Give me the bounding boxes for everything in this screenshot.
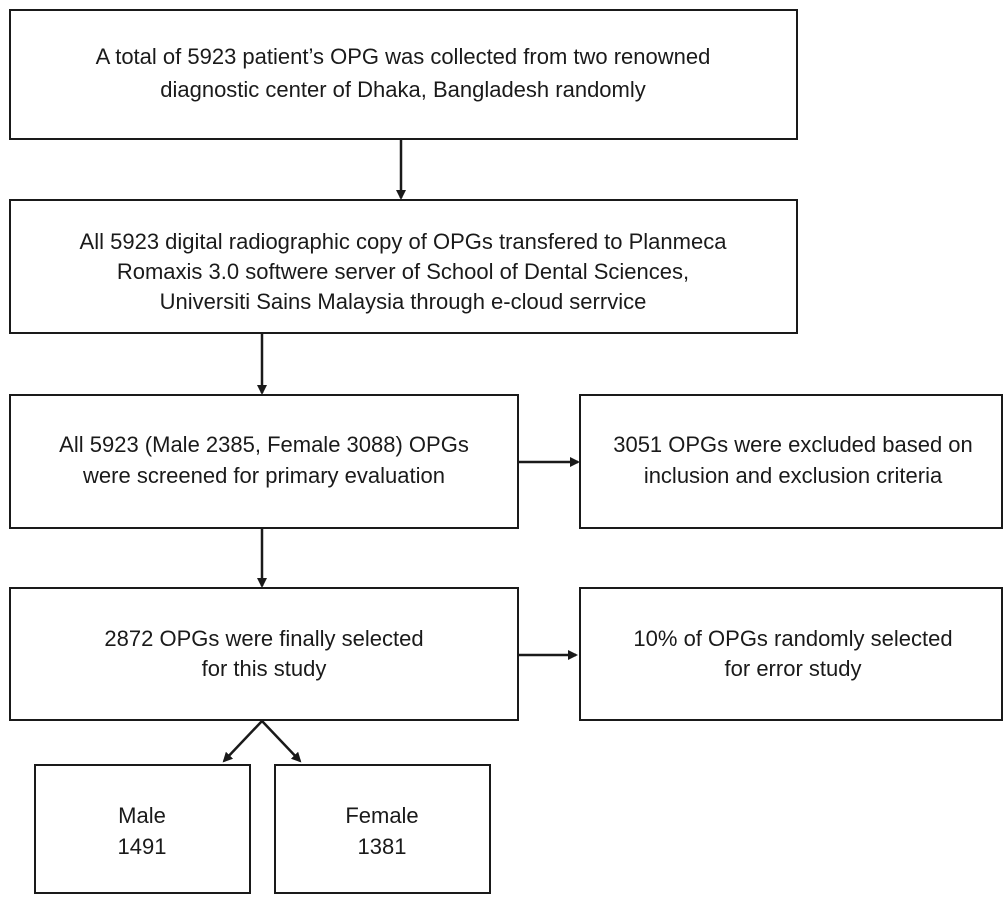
node-text: All 5923 digital radiographic copy of OP… bbox=[80, 229, 728, 254]
node-box bbox=[9, 394, 519, 529]
node-text: for this study bbox=[202, 656, 327, 681]
node-text: diagnostic center of Dhaka, Bangladesh r… bbox=[160, 77, 646, 102]
node-text: inclusion and exclusion criteria bbox=[644, 463, 943, 488]
node-box bbox=[34, 764, 251, 894]
node-text: 1491 bbox=[118, 834, 167, 859]
node-text: Male bbox=[118, 803, 166, 828]
node-box bbox=[9, 587, 519, 721]
node-box bbox=[9, 199, 798, 334]
node-text: were screened for primary evaluation bbox=[82, 463, 445, 488]
node-text: Romaxis 3.0 softwere server of School of… bbox=[117, 259, 689, 284]
node-text: Female bbox=[345, 803, 418, 828]
node-text: Universiti Sains Malaysia through e-clou… bbox=[160, 289, 647, 314]
node-text: A total of 5923 patient’s OPG was collec… bbox=[96, 44, 711, 69]
node-box bbox=[9, 9, 798, 140]
node-box bbox=[579, 394, 1003, 529]
node-text: 10% of OPGs randomly selected bbox=[633, 626, 952, 651]
arrows bbox=[222, 140, 580, 763]
arrow bbox=[261, 720, 302, 763]
node-text: 1381 bbox=[358, 834, 407, 859]
node-text: All 5923 (Male 2385, Female 3088) OPGs bbox=[59, 432, 469, 457]
node-text: for error study bbox=[725, 656, 862, 681]
arrow bbox=[222, 720, 263, 763]
boxes: A total of 5923 patient’s OPG was collec… bbox=[9, 9, 1003, 894]
node-text: 3051 OPGs were excluded based on bbox=[613, 432, 973, 457]
node-box bbox=[274, 764, 491, 894]
node-box bbox=[579, 587, 1003, 721]
node-text: 2872 OPGs were finally selected bbox=[104, 626, 423, 651]
